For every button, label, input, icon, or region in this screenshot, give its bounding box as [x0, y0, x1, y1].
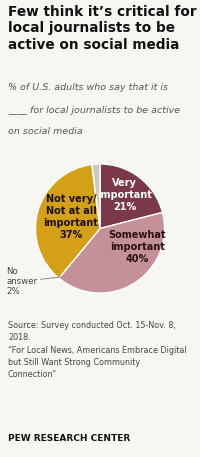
- Text: Very
important
21%: Very important 21%: [97, 178, 152, 212]
- Wedge shape: [59, 213, 165, 293]
- Text: % of U.S. adults who say that it is: % of U.S. adults who say that it is: [8, 83, 168, 91]
- Wedge shape: [100, 164, 162, 228]
- Text: Source: Survey conducted Oct. 15-Nov. 8,
2018.
“For Local News, Americans Embrac: Source: Survey conducted Oct. 15-Nov. 8,…: [8, 321, 187, 379]
- Text: Not very/
Not at all
important
37%: Not very/ Not at all important 37%: [44, 194, 98, 240]
- Text: Few think it’s critical for
local journalists to be
active on social media: Few think it’s critical for local journa…: [8, 5, 197, 52]
- Text: No
answer
2%: No answer 2%: [6, 266, 61, 296]
- Text: Somewhat
important
40%: Somewhat important 40%: [109, 229, 166, 264]
- Wedge shape: [35, 165, 100, 278]
- Wedge shape: [92, 164, 100, 228]
- Text: on social media: on social media: [8, 127, 83, 136]
- Text: PEW RESEARCH CENTER: PEW RESEARCH CENTER: [8, 434, 130, 443]
- Text: ____ for local journalists to be active: ____ for local journalists to be active: [8, 106, 180, 115]
